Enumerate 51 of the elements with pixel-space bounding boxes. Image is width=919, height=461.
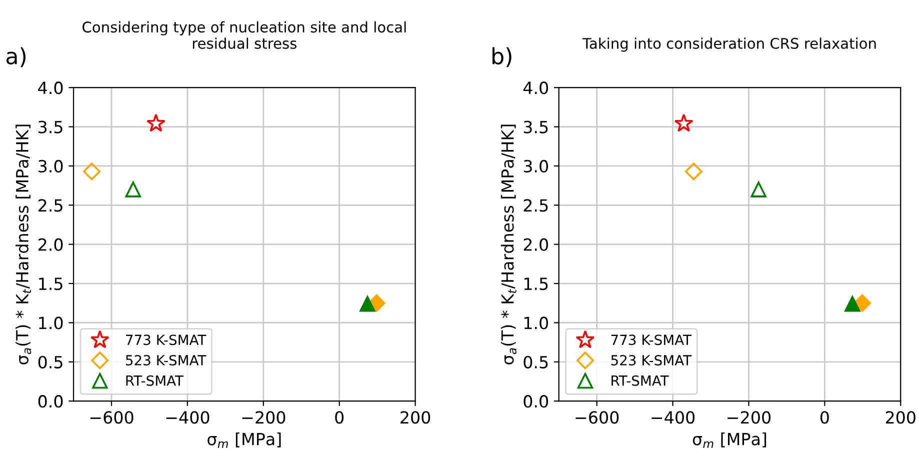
y-tick-label: 2.5 bbox=[38, 199, 62, 212]
legend-label: 523 K-SMAT bbox=[126, 354, 206, 366]
point bbox=[854, 294, 872, 312]
point bbox=[750, 182, 766, 198]
x-axis-title: σ$_{m}$ [MPa] bbox=[208, 432, 281, 448]
legend-label: 773 K-SMAT bbox=[126, 334, 206, 346]
legend-label: RT-SMAT bbox=[126, 375, 184, 386]
y-tick-label: 4.0 bbox=[38, 82, 63, 94]
y-tick-label: 0.5 bbox=[38, 356, 62, 368]
point bbox=[82, 162, 101, 180]
y-tick-label: 1.0 bbox=[524, 316, 548, 330]
y-tick-label: 3.0 bbox=[38, 160, 63, 173]
y-tick-label: 1.0 bbox=[39, 316, 63, 330]
x-tick-label: −600 bbox=[576, 411, 619, 424]
y-tick-label: 4.0 bbox=[523, 82, 548, 94]
point bbox=[146, 114, 166, 132]
legend-label: RT-SMAT bbox=[612, 375, 669, 386]
chart-title: Taking into consideration CRS relaxation bbox=[582, 38, 876, 52]
legend-label: 523 K-SMAT bbox=[611, 354, 692, 366]
x-axis-title: σ$_{m}$ [MPa] bbox=[692, 432, 766, 448]
point bbox=[674, 114, 694, 132]
x-tick-label: −200 bbox=[242, 411, 286, 424]
x-tick-label: 200 bbox=[400, 411, 430, 424]
text: b) bbox=[492, 47, 512, 68]
x-tick-label: 200 bbox=[886, 411, 916, 424]
y-tick-label: 3.5 bbox=[38, 120, 62, 134]
legend-label: 773 K-SMAT bbox=[611, 334, 692, 346]
y-tick-label: 3.5 bbox=[524, 120, 548, 134]
x-tick-label: −400 bbox=[166, 411, 210, 424]
x-tick-label: 0 bbox=[820, 411, 829, 424]
y-tick-label: 3.0 bbox=[524, 160, 548, 173]
y-tick-label: 0.0 bbox=[38, 395, 63, 408]
x-tick-label: −400 bbox=[652, 411, 695, 424]
y-tick-label: 2.0 bbox=[38, 238, 63, 251]
y-tick-label: 2.0 bbox=[524, 238, 548, 251]
point bbox=[125, 182, 141, 198]
x-tick-label: 0 bbox=[335, 411, 344, 424]
y-axis-title: σ$_{a}$(T) * K$_{t}$/Hardness [MPa/HK] bbox=[500, 124, 516, 364]
chart-title: Considering type of nucleation site and local residual stress bbox=[82, 21, 406, 49]
y-tick-label: 2.5 bbox=[524, 199, 548, 212]
y-tick-label: 1.5 bbox=[39, 278, 62, 290]
y-tick-label: 0.0 bbox=[524, 395, 548, 408]
y-tick-label: 0.5 bbox=[524, 356, 548, 368]
x-tick-label: −200 bbox=[728, 411, 770, 424]
y-tick-label: 1.5 bbox=[524, 278, 548, 290]
y-axis-title: σ$_{a}$(T) * K$_{t}$/Hardness [MPa/HK] bbox=[16, 124, 32, 364]
x-tick-label: −600 bbox=[90, 411, 134, 424]
point bbox=[684, 162, 702, 180]
point bbox=[844, 296, 860, 312]
point bbox=[360, 296, 376, 312]
text: a) bbox=[6, 47, 26, 68]
